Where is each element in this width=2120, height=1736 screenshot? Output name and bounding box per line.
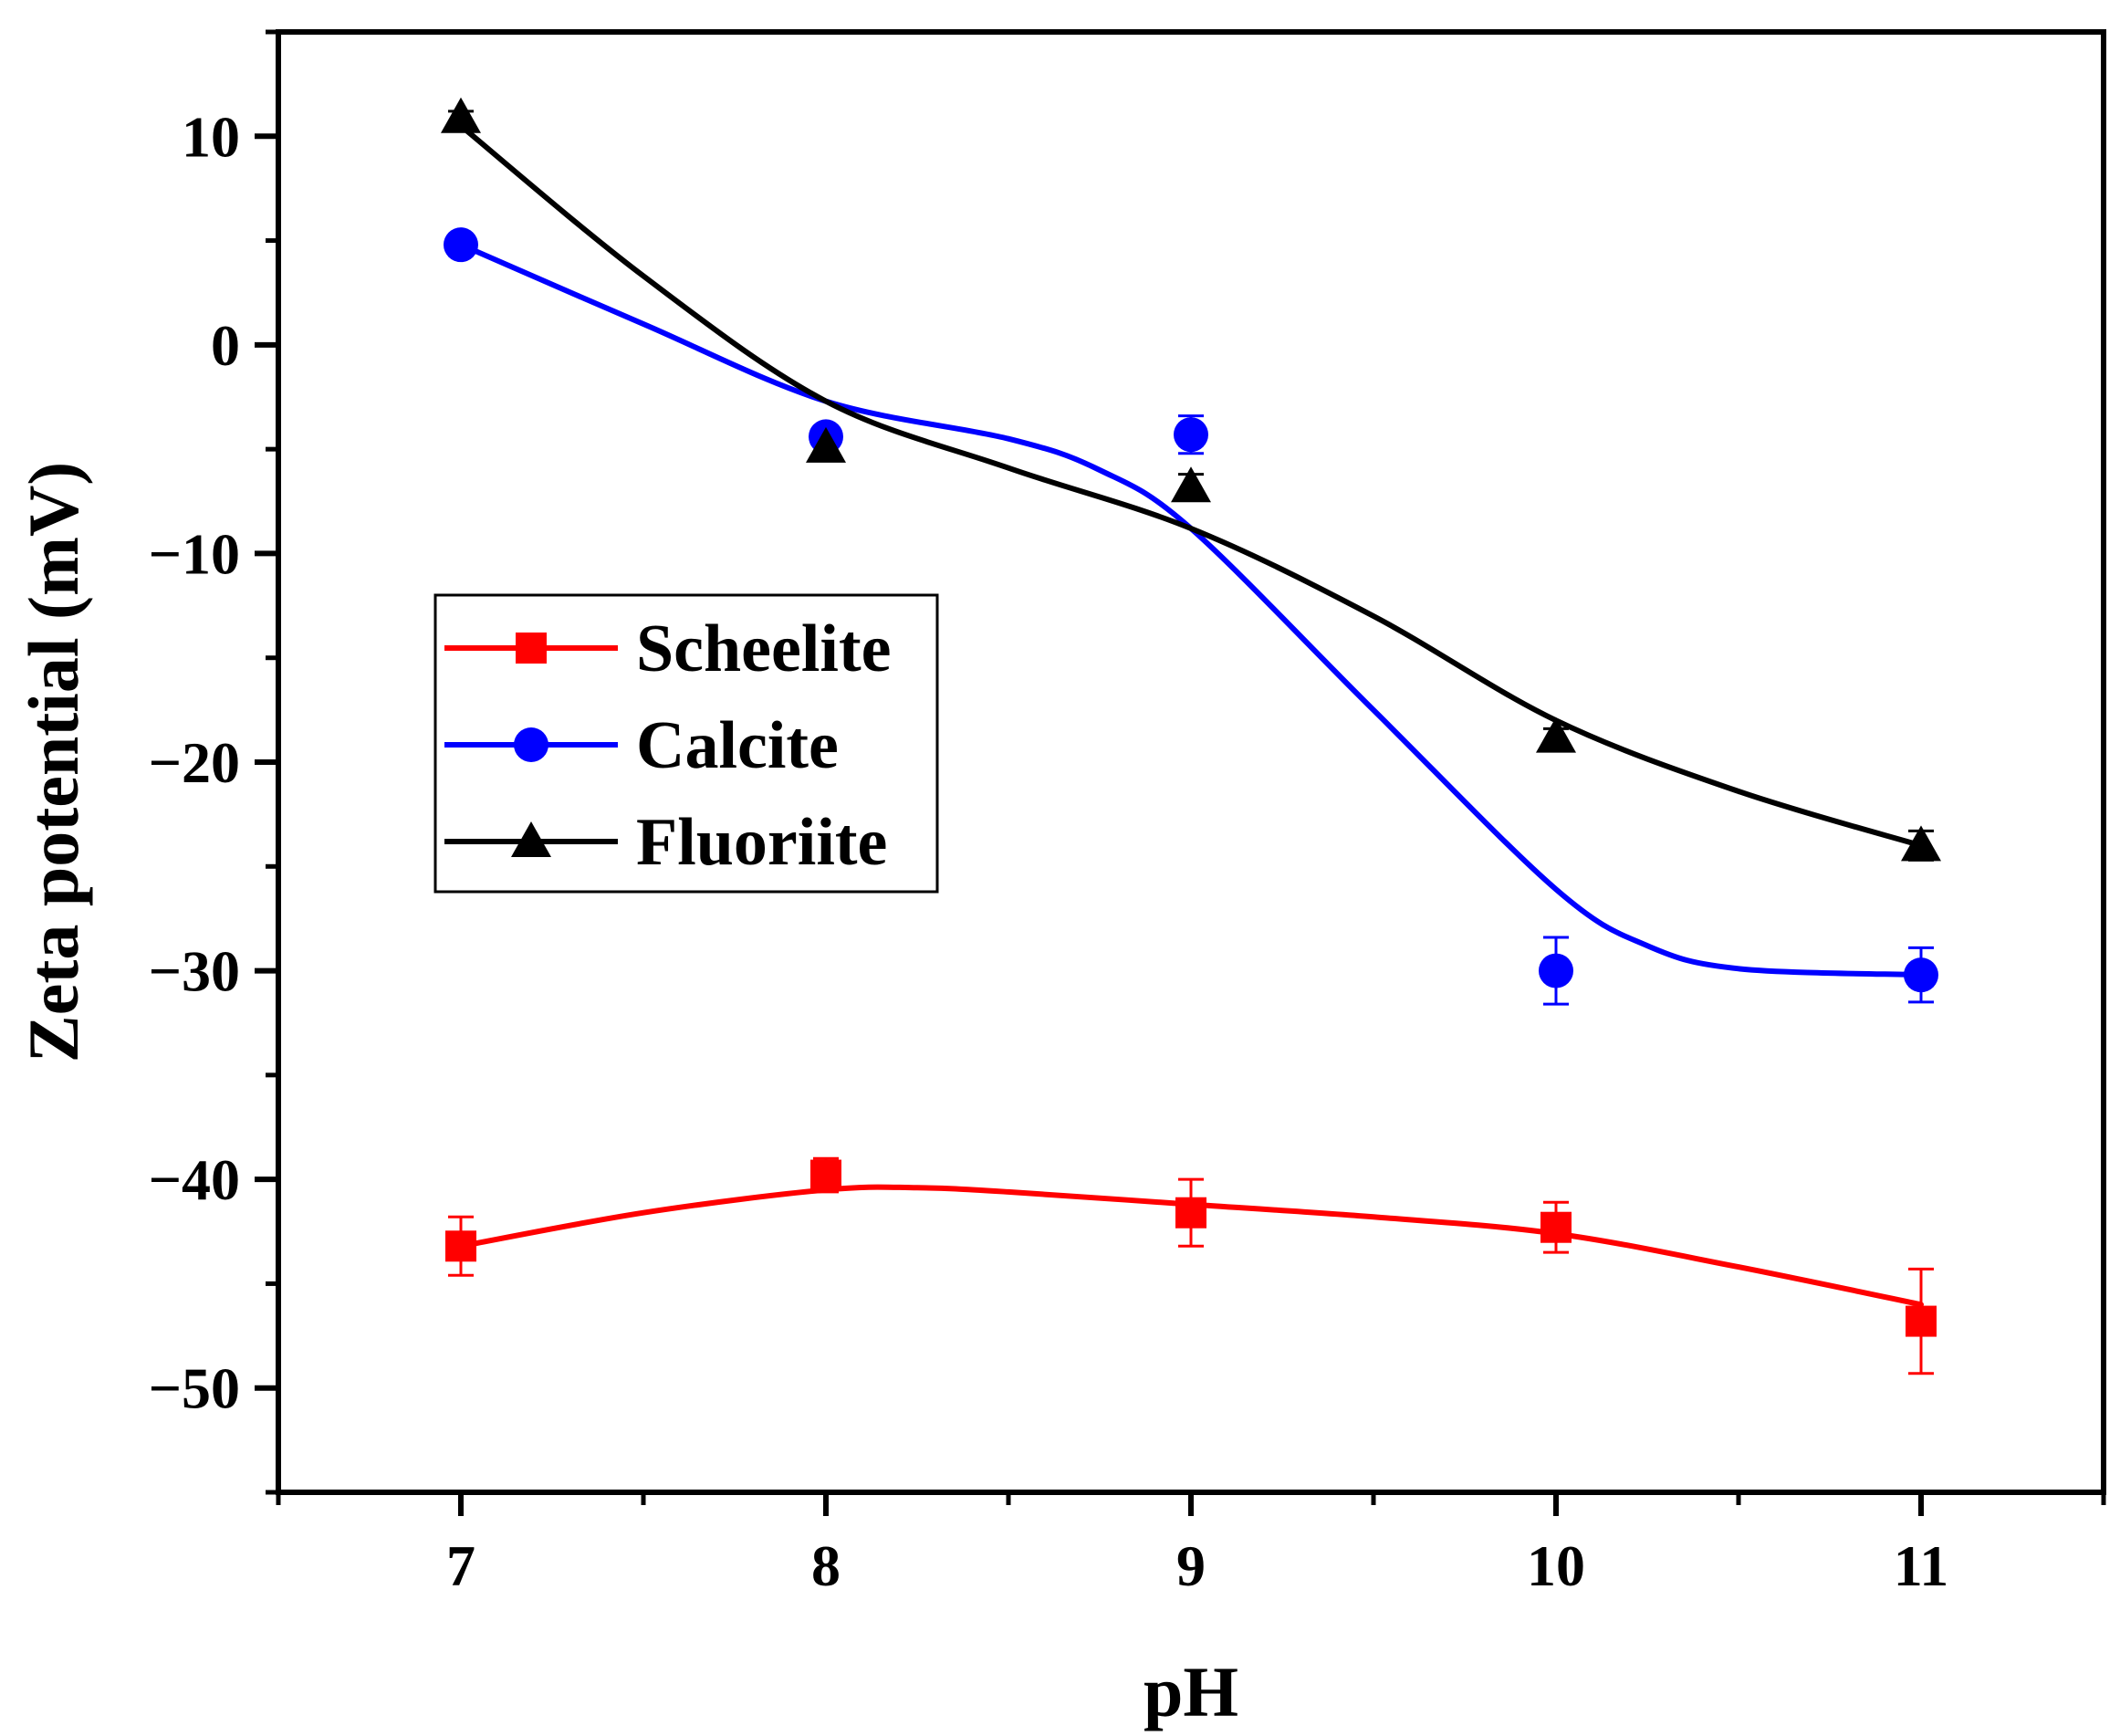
scheelite-point	[810, 1159, 841, 1191]
calcite-point	[1539, 953, 1573, 988]
legend-marker-calcite	[514, 727, 548, 762]
fluoriite-fit-curve	[458, 122, 1924, 849]
fluoriite-point	[806, 426, 846, 463]
x-tick-label: 9	[1176, 1533, 1206, 1598]
legend: Scheelite Calcite Fluoriite	[433, 593, 939, 894]
x-axis-title: pH	[1144, 1652, 1238, 1731]
y-tick-label: −40	[149, 1147, 240, 1212]
x-tick-label: 11	[1894, 1533, 1948, 1598]
x-tick-label: 8	[811, 1533, 841, 1598]
legend-label-fluoriite: Fluoriite	[636, 805, 887, 880]
y-tick-label: 10	[182, 104, 240, 169]
scheelite-point	[445, 1230, 476, 1262]
calcite-fit-curve	[458, 242, 1924, 978]
calcite-point	[1904, 957, 1938, 993]
y-tick-label: −10	[149, 521, 240, 586]
fluoriite-point	[1536, 716, 1576, 753]
axis-labels: 7 8 9 10 11 10 0 −10 −20 −30 −40 −50 pH Zeta potentia…	[14, 104, 1948, 1731]
fit-curves	[458, 122, 1924, 1308]
legend-marker-fluoriite	[511, 821, 551, 857]
fluoriite-point	[1901, 825, 1941, 862]
fluoriite-point	[1171, 466, 1211, 503]
scheelite-point	[1540, 1211, 1572, 1243]
scheelite-point	[1906, 1305, 1937, 1337]
fluoriite-point	[441, 97, 481, 133]
x-tick-label: 10	[1527, 1533, 1585, 1598]
y-axis-title: Zeta potential (mV)	[14, 462, 93, 1063]
legend-label-scheelite: Scheelite	[636, 612, 891, 686]
axes	[255, 29, 2106, 1516]
calcite-point	[1174, 417, 1208, 453]
y-tick-label: 0	[211, 313, 240, 378]
y-tick-label: −30	[149, 939, 240, 1004]
legend-label-calcite: Calcite	[636, 708, 839, 783]
scheelite-point	[1175, 1197, 1206, 1229]
scheelite-fit-curve	[458, 1184, 1924, 1308]
y-tick-label: −20	[149, 730, 240, 795]
legend-marker-scheelite	[516, 633, 547, 664]
x-tick-label: 7	[446, 1533, 475, 1598]
data-markers	[441, 97, 1941, 1337]
y-tick-label: −50	[149, 1356, 240, 1421]
calcite-point	[444, 227, 478, 263]
